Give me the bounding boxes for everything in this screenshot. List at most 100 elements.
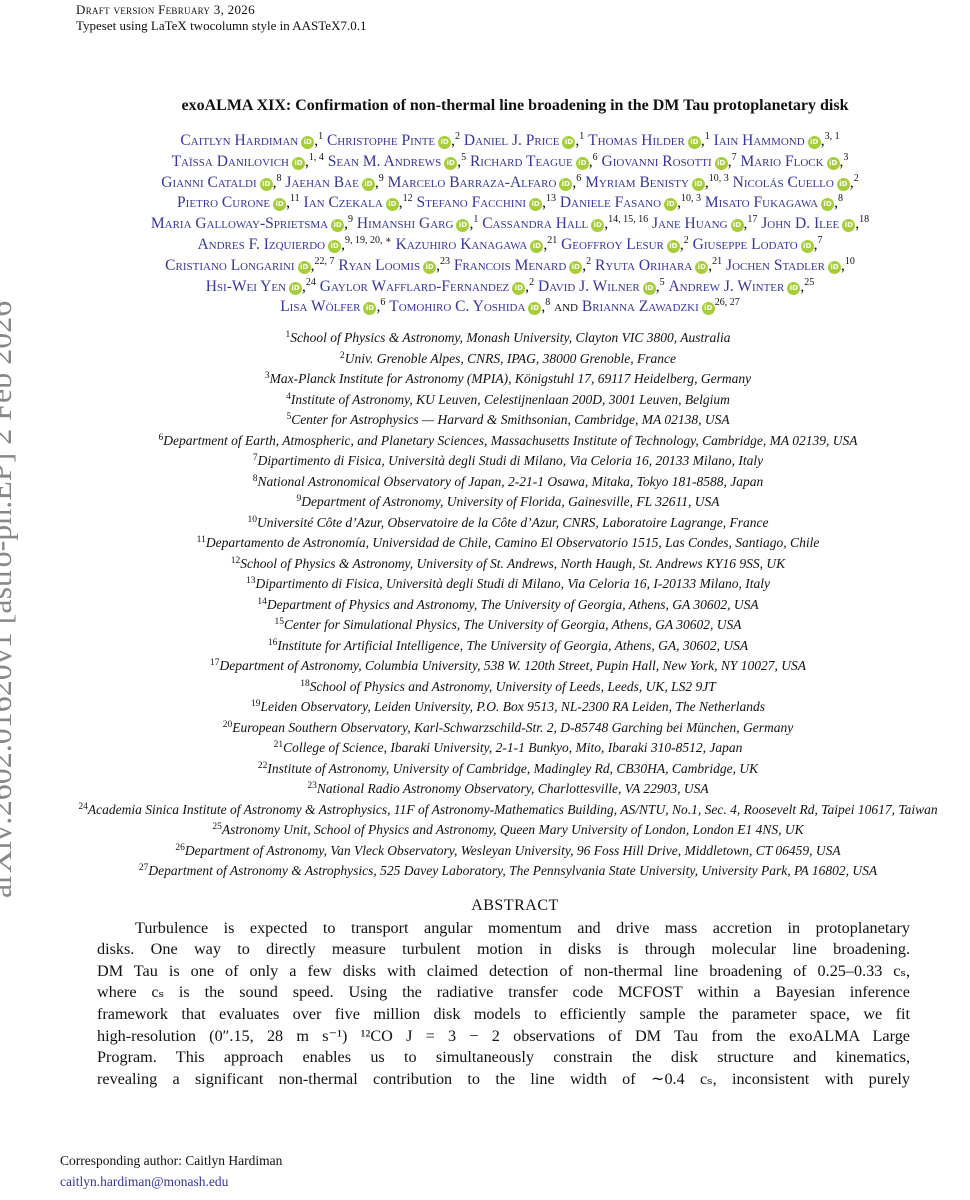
author-name[interactable]: Caitlyn Hardiman bbox=[180, 132, 299, 149]
orcid-icon[interactable]: iD bbox=[530, 239, 544, 253]
orcid-icon[interactable]: iD bbox=[528, 302, 542, 316]
orcid-icon[interactable]: iD bbox=[695, 260, 709, 274]
orcid-icon[interactable]: iD bbox=[444, 156, 458, 170]
comma: , bbox=[704, 173, 709, 191]
orcid-icon[interactable]: iD bbox=[664, 198, 678, 212]
orcid-icon[interactable]: iD bbox=[273, 198, 287, 212]
author-name[interactable]: Thomas Hilder bbox=[588, 132, 685, 149]
orcid-icon[interactable]: iD bbox=[701, 302, 715, 316]
author-name[interactable]: Marcelo Barraza-Alfaro bbox=[387, 173, 557, 191]
orcid-icon[interactable]: iD bbox=[730, 219, 744, 233]
affiliation-superscript: 9 bbox=[378, 172, 384, 184]
author-name[interactable]: Gianni Cataldi bbox=[161, 173, 257, 191]
affiliation-superscript: 8 bbox=[837, 193, 843, 205]
author-name[interactable]: Tomohiro C. Yoshida bbox=[389, 298, 526, 316]
author-name[interactable]: Giuseppe Lodato bbox=[692, 235, 798, 253]
orcid-icon[interactable]: iD bbox=[456, 219, 470, 233]
author-name[interactable]: Hsi-Wei Yen bbox=[205, 277, 287, 295]
affiliation-number: 26 bbox=[175, 842, 185, 853]
orcid-icon[interactable]: iD bbox=[821, 198, 835, 212]
author-name[interactable]: Giovanni Rosotti bbox=[601, 152, 712, 170]
orcid-icon[interactable]: iD bbox=[559, 177, 573, 191]
orcid-icon[interactable]: iD bbox=[529, 198, 543, 212]
author-name[interactable]: Brianna Zawadzki bbox=[581, 298, 699, 316]
author-name[interactable]: Cristiano Longarini bbox=[165, 256, 295, 274]
author-name[interactable]: Jaehan Bae bbox=[285, 173, 359, 191]
author-name[interactable]: Cassandra Hall bbox=[482, 215, 589, 233]
author-name[interactable]: Daniele Fasano bbox=[559, 194, 662, 212]
author-name[interactable]: Francois Menard bbox=[453, 256, 567, 274]
orcid-icon[interactable]: iD bbox=[301, 136, 315, 149]
orcid-icon[interactable]: iD bbox=[259, 177, 273, 191]
author-name[interactable]: Daniel J. Price bbox=[463, 132, 560, 149]
front-matter: exoALMA XIX: Confirmation of non-thermal… bbox=[0, 95, 970, 1192]
author-name[interactable]: Mario Flock bbox=[740, 152, 824, 170]
orcid-icon[interactable]: iD bbox=[842, 219, 856, 233]
author-name[interactable]: Kazuhiro Kanagawa bbox=[395, 235, 528, 253]
orcid-icon[interactable]: iD bbox=[714, 156, 728, 170]
affiliation-superscript: 13 bbox=[545, 193, 556, 205]
orcid-icon[interactable]: iD bbox=[666, 239, 680, 253]
author-name[interactable]: Jane Huang bbox=[652, 215, 728, 233]
author-name[interactable]: John D. Ilee bbox=[761, 215, 840, 233]
author-name[interactable]: Andrew J. Winter bbox=[668, 277, 785, 295]
orcid-icon[interactable]: iD bbox=[331, 219, 345, 233]
orcid-icon[interactable]: iD bbox=[385, 198, 399, 212]
author-name[interactable]: Nicolás Cuello bbox=[732, 173, 834, 191]
author-name[interactable]: Ian Czekala bbox=[303, 194, 383, 212]
orcid-icon[interactable]: iD bbox=[328, 239, 342, 253]
author-name[interactable]: Jochen Stadler bbox=[726, 256, 825, 274]
affiliation-item: 21College of Science, Ibaraki University… bbox=[52, 738, 964, 759]
author-name[interactable]: Stefano Facchini bbox=[416, 194, 527, 212]
orcid-icon[interactable]: iD bbox=[289, 281, 303, 295]
author-name[interactable]: Pietro Curone bbox=[177, 194, 271, 212]
author-name[interactable]: Gaylor Wafflard-Fernandez bbox=[319, 277, 510, 295]
author-name[interactable]: Richard Teague bbox=[469, 152, 573, 170]
comma: , bbox=[374, 173, 379, 191]
orcid-icon[interactable]: iD bbox=[827, 260, 841, 274]
author-name[interactable]: David J. Wilner bbox=[538, 277, 640, 295]
author-name[interactable]: Misato Fukagawa bbox=[704, 194, 819, 212]
orcid-icon[interactable]: iD bbox=[297, 260, 311, 274]
orcid-icon[interactable]: iD bbox=[438, 136, 452, 149]
orcid-icon[interactable]: iD bbox=[800, 239, 814, 253]
corresponding-email-link[interactable]: caitlyn.hardiman@monash.edu bbox=[60, 1174, 229, 1190]
author-name[interactable]: Himanshi Garg bbox=[356, 215, 454, 233]
orcid-icon[interactable]: iD bbox=[836, 177, 850, 191]
orcid-icon[interactable]: iD bbox=[591, 219, 605, 233]
author-name[interactable]: Sean M. Andrews bbox=[327, 152, 442, 170]
orcid-icon[interactable]: iD bbox=[642, 281, 656, 295]
author-name[interactable]: Geoffroy Lesur bbox=[561, 235, 664, 253]
author-conjunction: and bbox=[554, 298, 578, 316]
orcid-icon[interactable]: iD bbox=[826, 156, 840, 170]
draft-version: Draft version February 3, 2026 bbox=[76, 2, 255, 17]
orcid-icon[interactable]: iD bbox=[575, 156, 589, 170]
author-name[interactable]: Taïssa Danilovich bbox=[171, 152, 290, 170]
orcid-icon[interactable]: iD bbox=[363, 302, 377, 316]
orcid-icon[interactable]: iD bbox=[687, 136, 701, 149]
affiliation-superscript: 5 bbox=[461, 151, 467, 163]
author-name[interactable]: Iain Hammond bbox=[713, 132, 805, 149]
orcid-icon[interactable]: iD bbox=[787, 281, 801, 295]
affiliation-item: 8National Astronomical Observatory of Ja… bbox=[52, 472, 964, 493]
author-name[interactable]: Christophe Pinte bbox=[326, 132, 436, 149]
affiliation-item: 2Univ. Grenoble Alpes, CNRS, IPAG, 38000… bbox=[52, 349, 964, 370]
orcid-icon[interactable]: iD bbox=[691, 177, 705, 191]
orcid-icon[interactable]: iD bbox=[807, 136, 821, 149]
orcid-icon[interactable]: iD bbox=[512, 281, 526, 295]
affiliation-text: National Radio Astronomy Observatory, Ch… bbox=[316, 781, 709, 797]
author-name[interactable]: Maria Galloway-Sprietsma bbox=[150, 215, 329, 233]
author-name[interactable]: Ryan Loomis bbox=[338, 256, 421, 274]
author-name[interactable]: Myriam Benisty bbox=[585, 173, 689, 191]
author-name[interactable]: Lisa Wölfer bbox=[280, 298, 361, 316]
orcid-icon[interactable]: iD bbox=[423, 260, 437, 274]
orcid-icon[interactable]: iD bbox=[361, 177, 375, 191]
author-name[interactable]: Andres F. Izquierdo bbox=[197, 235, 326, 253]
orcid-icon[interactable]: iD bbox=[562, 136, 576, 149]
affiliation-item: 16Institute for Artificial Intelligence,… bbox=[52, 636, 964, 657]
author-name[interactable]: Ryuta Orihara bbox=[595, 256, 693, 274]
orcid-icon[interactable]: iD bbox=[569, 260, 583, 274]
affiliation-text: Department of Astronomy, Columbia Univer… bbox=[219, 658, 806, 674]
orcid-icon[interactable]: iD bbox=[292, 156, 306, 170]
comma: , bbox=[575, 132, 580, 149]
